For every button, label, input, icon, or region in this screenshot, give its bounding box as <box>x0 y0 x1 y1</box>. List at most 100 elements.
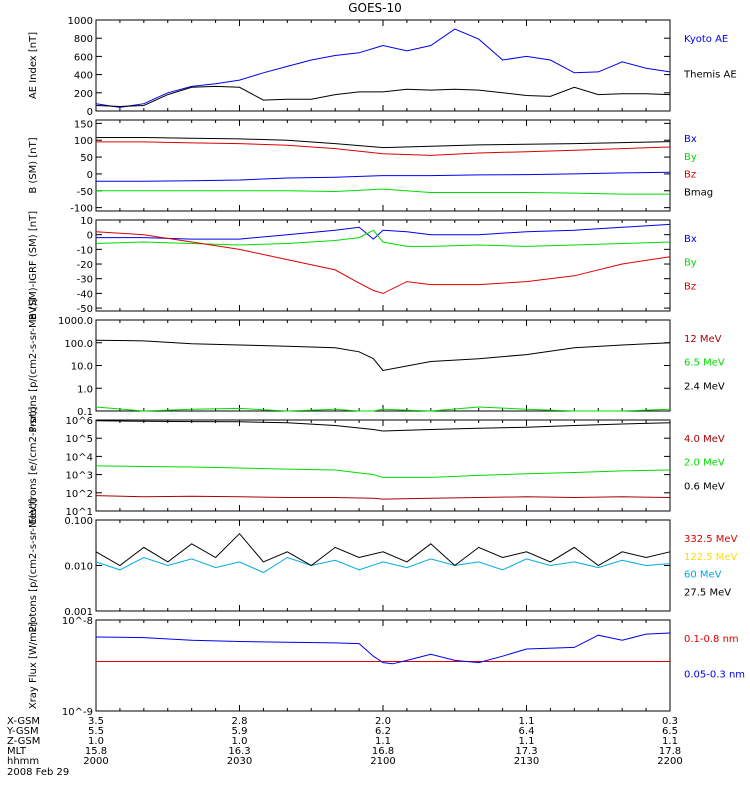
series-line-electrons-2 <box>95 420 671 432</box>
panel-xray: 10^-9 10^-8 Xray Flux [W/m2] 0.1-0.8 nm 0.05… <box>28 616 745 718</box>
y-tick-label: 0.001 <box>64 607 93 618</box>
panel-frame <box>95 219 671 312</box>
date-label: 2008 Feb 29 <box>7 767 69 778</box>
series-line-b-2 <box>96 141 671 156</box>
y-tick-label: 200 <box>74 89 93 100</box>
panel-protons2: 0.001 0.010 0.100 Protons [p/(cm2-s-sr-MeV)… <box>28 498 738 632</box>
y-axis-label: B (SM)-IGRF (SM) [nT] <box>28 211 39 320</box>
series-line-b-0 <box>96 171 671 182</box>
panel-frame <box>95 619 671 712</box>
legend-entry: By <box>684 258 697 269</box>
y-tick-label: 100 <box>74 136 93 147</box>
legend-entry: 0.05-0.3 nm <box>684 670 745 681</box>
panel-electrons: 10^1 10^2 10^3 10^4 10^5 10^6 Electrons [e/(cm… <box>28 406 725 524</box>
ephemeris-value: 1.1 <box>375 736 391 747</box>
legend-entry: Kyoto AE <box>684 34 728 45</box>
ephemeris-row-label: hhmm <box>7 756 39 767</box>
y-tick-label: 1000.0 <box>58 316 93 327</box>
ephemeris-row-label: MLT <box>7 746 27 757</box>
series-line-protons1-1 <box>95 406 671 412</box>
legend-entry: Bmag <box>684 187 713 198</box>
ephemeris-value: 1.1 <box>519 716 535 727</box>
legend-entry: Bz <box>684 281 696 292</box>
panel-frame <box>95 319 671 412</box>
ephemeris-value: 3.5 <box>88 716 104 727</box>
legend-entry: By <box>684 152 697 163</box>
panel-b: -100 -50 0 50 100 150 B (SM) [nT] Bx By Bz Bmag <box>28 119 713 214</box>
ephemeris-row-label: X-GSM <box>7 716 40 727</box>
ephemeris-row-label: Z-GSM <box>7 736 40 747</box>
series-line-xray-1 <box>95 632 671 665</box>
y-tick-label: -50 <box>77 187 93 198</box>
ephemeris-value: 0.3 <box>662 716 678 727</box>
legend-entry: 2.4 MeV <box>684 381 725 392</box>
ephemeris-table: X-GSM 3.5 2.8 2.0 1.1 0.3 Y-GSM 5.5 5.9 6.2 6.4 6.5… <box>6 716 683 767</box>
series-line-electrons-0 <box>95 495 671 500</box>
plot-title: GOES-10 <box>348 1 402 15</box>
legend-entry: Bx <box>684 134 697 145</box>
y-tick-label: 100.0 <box>64 339 93 350</box>
series-line-bdiff-0 <box>96 223 671 240</box>
y-tick-label: 10.0 <box>71 362 93 373</box>
y-tick-label: 10^-9 <box>62 707 93 718</box>
y-tick-label: 10^1 <box>66 507 93 518</box>
series-line-ae-1 <box>95 85 671 108</box>
legend-entry: 0.1-0.8 nm <box>684 634 739 645</box>
series-line-protons1-2 <box>95 339 671 372</box>
ephemeris-value: 6.2 <box>375 726 391 737</box>
ephemeris-value: 2200 <box>657 756 682 767</box>
y-tick-label: 0.1 <box>77 407 93 418</box>
ephemeris-value: 15.8 <box>85 746 107 757</box>
ephemeris-row-label: Y-GSM <box>6 726 39 737</box>
ephemeris-value: 6.4 <box>519 726 535 737</box>
legend-entry: Themis AE <box>683 70 737 81</box>
ephemeris-value: 2.8 <box>232 716 248 727</box>
y-axis-label: Protons [p/(cm2-s-sr-MeV)] <box>28 498 39 632</box>
y-tick-label: 10^4 <box>66 452 93 463</box>
y-tick-label: -20 <box>77 260 93 271</box>
y-tick-label: 50 <box>80 153 93 164</box>
ephemeris-value: 1.1 <box>662 736 678 747</box>
ephemeris-value: 2000 <box>83 756 108 767</box>
y-axis-label: B (SM) [nT] <box>28 137 39 193</box>
y-tick-label: 600 <box>74 52 93 63</box>
y-tick-label: 10^-8 <box>62 616 93 627</box>
legend-entry: 27.5 MeV <box>684 587 731 598</box>
panel-protons1: 0.1 1.0 10.0 100.0 1000.0 Protons [p/(cm2-s-s… <box>28 298 725 432</box>
ephemeris-value: 5.5 <box>88 726 104 737</box>
panel-frame <box>95 119 671 212</box>
panel-bdiff: -50 -40 -30 -20 -10 0 10 B (SM)-IGRF (SM) [nT] B… <box>28 211 697 320</box>
y-tick-label: 0.100 <box>64 516 93 527</box>
y-tick-label: 10^2 <box>66 489 93 500</box>
ephemeris-value: 16.3 <box>228 746 250 757</box>
series-line-b-3 <box>96 137 671 149</box>
series-line-protons2-2 <box>95 556 671 574</box>
ephemeris-value: 2030 <box>227 756 252 767</box>
ephemeris-value: 2130 <box>514 756 539 767</box>
series-line-bdiff-2 <box>95 231 671 294</box>
y-tick-label: 1.0 <box>77 384 93 395</box>
ephemeris-value: 2100 <box>370 756 395 767</box>
legend-entry: 4.0 MeV <box>684 434 725 445</box>
legend-entry: 0.6 MeV <box>684 481 725 492</box>
y-axis-label: Protons [p/(cm2-s-sr-MeV)] <box>28 298 39 432</box>
y-tick-label: 1000 <box>68 16 93 27</box>
ephemeris-value: 1.0 <box>88 736 104 747</box>
ephemeris-value: 1.0 <box>232 736 248 747</box>
legend-entry: 6.5 MeV <box>684 358 725 369</box>
y-tick-label: 150 <box>74 119 93 130</box>
panel-ae: 0 200 400 600 800 1000 AE Index [nT] Kyoto AE Th… <box>28 16 737 118</box>
ephemeris-value: 16.8 <box>372 746 394 757</box>
legend-entry: 122.5 MeV <box>684 552 738 563</box>
y-tick-label: -100 <box>70 204 93 215</box>
series-line-protons2-3 <box>95 532 671 567</box>
legend-entry: Bx <box>684 234 697 245</box>
legend-entry: 2.0 MeV <box>684 458 725 469</box>
y-tick-label: 10^3 <box>66 471 93 482</box>
series-line-electrons-1 <box>95 465 671 478</box>
y-tick-label: 0.010 <box>64 562 93 573</box>
ephemeris-value: 5.9 <box>232 726 248 737</box>
ephemeris-value: 17.3 <box>515 746 537 757</box>
